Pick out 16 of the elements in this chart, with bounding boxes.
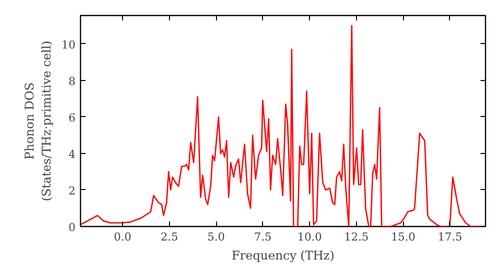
x-tick-label: 7.5 xyxy=(254,230,272,244)
y-tick-label: 4 xyxy=(68,148,76,161)
x-axis-title: Frequency (THz) xyxy=(232,248,334,262)
x-tick-label: 10.0 xyxy=(297,230,322,244)
y-axis-title: Phonon DOS (States/THz·primitive cell) xyxy=(22,40,54,202)
x-tick-label: 12.5 xyxy=(344,230,369,244)
y-tick-label: 10 xyxy=(62,38,76,52)
x-tick-label: 17.5 xyxy=(438,230,462,244)
x-tick-label: 0.0 xyxy=(114,230,132,244)
y-tick-label: 8 xyxy=(68,74,76,88)
x-tick-label: 15.0 xyxy=(390,230,416,244)
y-tick-label: 0 xyxy=(68,221,76,234)
x-tick-label: 2.5 xyxy=(160,230,178,244)
y-tick-label: 2 xyxy=(68,184,76,198)
x-tick-label: 5.0 xyxy=(207,230,225,244)
y-tick-label: 6 xyxy=(68,111,76,124)
